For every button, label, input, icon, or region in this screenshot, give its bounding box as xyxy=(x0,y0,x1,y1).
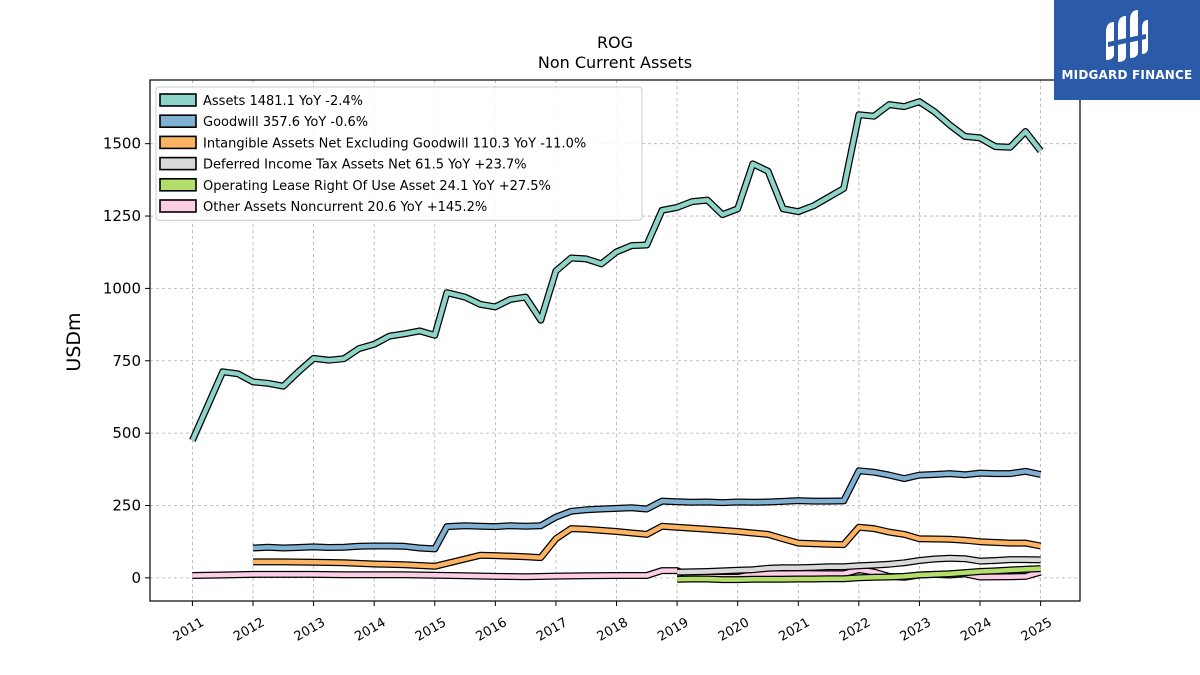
x-tick-label: 2011 xyxy=(171,615,207,645)
x-tick-label: 2012 xyxy=(231,615,267,645)
series-line xyxy=(677,555,1041,575)
y-tick-label: 1500 xyxy=(103,135,141,153)
x-tick-label: 2020 xyxy=(716,615,752,645)
x-axis: 2011 2012 2013 2014 2015 2016 2017 2018 2019 2020… xyxy=(171,601,1055,645)
legend-label: Intangible Assets Net Excluding Goodwill… xyxy=(203,136,586,151)
chart-title: ROG xyxy=(597,33,633,52)
legend-swatch xyxy=(159,135,197,150)
x-tick-label: 2015 xyxy=(413,615,449,645)
y-tick-label: 0 xyxy=(131,569,141,587)
x-tick-label: 2023 xyxy=(898,615,934,645)
x-tick-label: 2013 xyxy=(292,615,328,645)
y-axis: 0 250 500 750 1000 1250 1500 xyxy=(103,135,150,587)
series-line xyxy=(190,99,1043,442)
legend-swatch xyxy=(159,199,197,213)
series-deferred-income-tax-assets-net xyxy=(677,554,1041,576)
x-tick-label: 2022 xyxy=(837,615,873,645)
series-layer xyxy=(189,98,1044,584)
series-line xyxy=(253,524,1042,569)
x-tick-label: 2021 xyxy=(776,615,812,645)
x-tick-label: 2025 xyxy=(1019,615,1055,645)
legend-item: Intangible Assets Net Excluding Goodwill… xyxy=(159,135,586,151)
legend-item: Assets 1481.1 YoY -2.4% xyxy=(159,93,363,109)
y-tick-label: 750 xyxy=(112,352,141,370)
legend-label: Operating Lease Right Of Use Asset 24.1 … xyxy=(203,179,551,194)
legend: Assets 1481.1 YoY -2.4% Goodwill 357.6 Yo… xyxy=(155,86,643,221)
y-tick-label: 1000 xyxy=(103,279,141,297)
legend-swatch xyxy=(159,178,197,192)
legend-item: Goodwill 357.6 YoY -0.6% xyxy=(159,114,368,130)
x-tick-label: 2024 xyxy=(958,615,994,645)
legend-item: Other Assets Noncurrent 20.6 YoY +145.2% xyxy=(159,199,487,215)
legend-label: Other Assets Noncurrent 20.6 YoY +145.2% xyxy=(203,200,487,215)
x-tick-label: 2014 xyxy=(352,615,388,645)
brand-logo-text: MIDGARD FINANCE xyxy=(1061,68,1193,82)
series-assets xyxy=(189,98,1044,442)
y-axis-label: USDm xyxy=(63,312,85,371)
x-tick-label: 2016 xyxy=(474,615,510,645)
legend-swatch xyxy=(159,156,197,171)
legend-label: Goodwill 357.6 YoY -0.6% xyxy=(203,115,368,130)
series-intangible-assets-net-excluding-goodwill xyxy=(253,522,1042,570)
series-goodwill xyxy=(252,467,1042,553)
brand-logo: MIDGARD FINANCE xyxy=(1054,0,1200,100)
grid xyxy=(150,80,1080,601)
midgard-logo-icon xyxy=(1106,10,1148,62)
x-tick-label: 2018 xyxy=(595,615,631,645)
legend-box xyxy=(155,86,643,221)
y-tick-label: 1250 xyxy=(103,207,141,225)
series-line xyxy=(252,468,1042,552)
series-operating-lease-right-of-use-asset xyxy=(677,565,1041,584)
legend-swatch xyxy=(159,114,197,128)
x-tick-label: 2019 xyxy=(655,615,691,645)
plot-frame xyxy=(149,79,1081,602)
series-line xyxy=(677,566,1041,582)
chart-subtitle: Non Current Assets xyxy=(538,53,692,72)
legend-label: Deferred Income Tax Assets Net 61.5 YoY … xyxy=(203,158,527,173)
x-tick-label: 2017 xyxy=(534,615,570,645)
legend-item: Operating Lease Right Of Use Asset 24.1 … xyxy=(159,178,551,194)
legend-label: Assets 1481.1 YoY -2.4% xyxy=(203,94,363,109)
y-tick-label: 250 xyxy=(112,496,141,514)
legend-item: Deferred Income Tax Assets Net 61.5 YoY … xyxy=(159,156,527,173)
y-tick-label: 500 xyxy=(112,424,141,442)
legend-swatch xyxy=(159,93,197,107)
